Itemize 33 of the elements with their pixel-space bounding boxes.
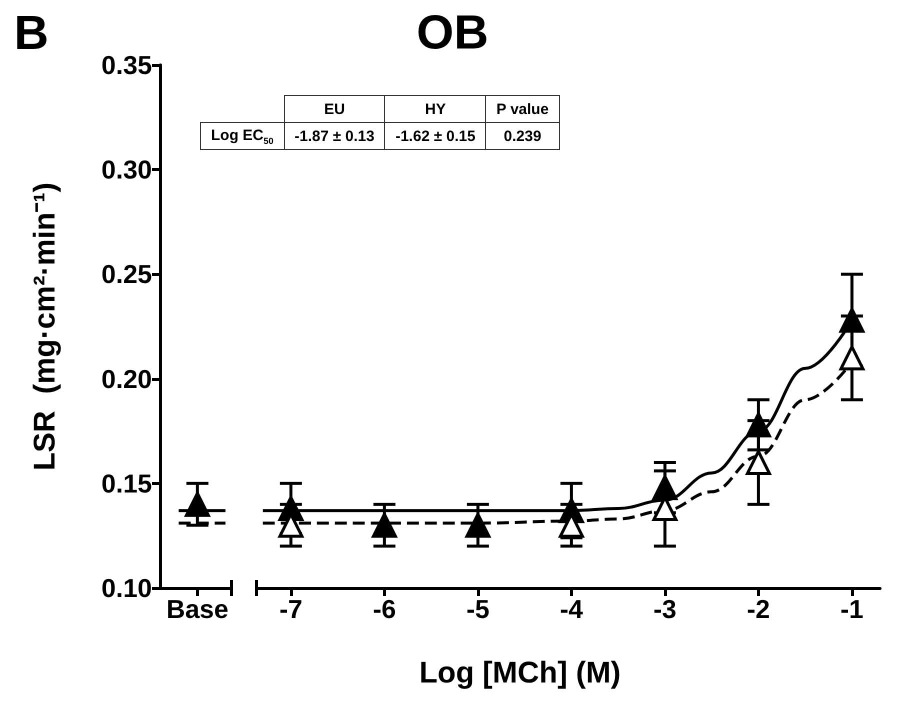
annotation: 0.239 (486, 122, 560, 150)
annotation: P value (486, 96, 560, 122)
y-tick-label: 0.20 (101, 364, 152, 394)
x-axis-title: Log [MCh] (M) (419, 656, 621, 690)
y-tick-label: 0.15 (101, 468, 152, 498)
y-tick-label: 0.25 (101, 259, 152, 290)
point (652, 475, 678, 500)
x-tick-label: -4 (560, 594, 584, 624)
point (746, 412, 771, 438)
point (465, 512, 490, 538)
annotation: HY (384, 96, 486, 122)
x-tick-label: -6 (372, 594, 396, 624)
x-tick-label: -3 (653, 594, 676, 624)
x-tick-label: -2 (746, 594, 770, 624)
annotation: EU (284, 96, 385, 122)
annotation: Log EC$_{50}$ (200, 122, 284, 150)
annotation: -1.62 ± 0.15 (384, 122, 486, 150)
point (372, 512, 397, 538)
point (184, 492, 210, 517)
chart-title: OB (416, 6, 488, 60)
point (839, 308, 864, 333)
y-tick-label: 0.35 (101, 50, 152, 80)
y-axis-title: LSR (mg·cm²·min⁻¹) (28, 182, 62, 471)
x-tick-label: -1 (840, 594, 864, 624)
annotation: -1.87 ± 0.13 (284, 122, 385, 150)
point (839, 345, 864, 370)
y-tick-label: 0.10 (101, 573, 152, 603)
x-tick-label: -7 (279, 594, 302, 624)
y-tick-label: 0.30 (101, 154, 152, 185)
x-tick-label: Base (166, 594, 228, 624)
text: B (14, 6, 49, 61)
x-tick-label: -5 (466, 594, 490, 624)
point (746, 450, 771, 475)
